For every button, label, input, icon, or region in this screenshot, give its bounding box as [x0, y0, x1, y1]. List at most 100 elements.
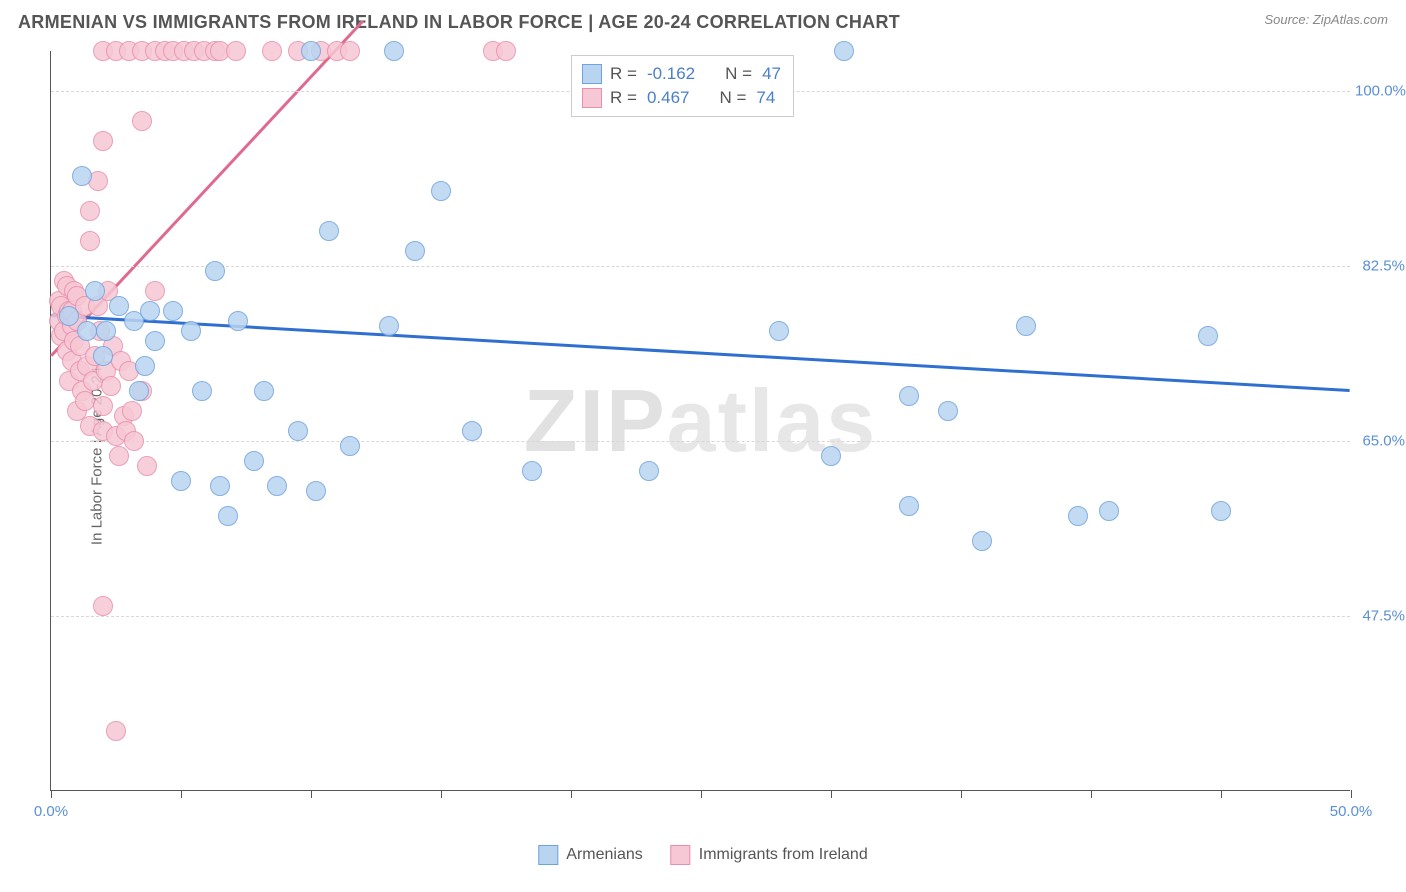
y-tick-label: 100.0% [1355, 83, 1405, 100]
scatter-point-ireland [101, 376, 121, 396]
scatter-point-ireland [80, 201, 100, 221]
swatch-ireland [582, 88, 602, 108]
x-tick [181, 790, 182, 798]
n-label: N = [725, 64, 752, 84]
scatter-point-ireland [262, 41, 282, 61]
source-attribution: Source: ZipAtlas.com [1264, 12, 1388, 27]
scatter-point-armenians [96, 321, 116, 341]
scatter-point-armenians [267, 476, 287, 496]
scatter-point-armenians [228, 311, 248, 331]
scatter-point-armenians [340, 436, 360, 456]
chart-title: ARMENIAN VS IMMIGRANTS FROM IRELAND IN L… [18, 12, 900, 33]
scatter-point-armenians [205, 261, 225, 281]
scatter-point-armenians [210, 476, 230, 496]
scatter-point-ireland [132, 111, 152, 131]
scatter-point-armenians [77, 321, 97, 341]
scatter-point-armenians [171, 471, 191, 491]
x-tick [441, 790, 442, 798]
legend: Armenians Immigrants from Ireland [538, 845, 867, 865]
scatter-point-ireland [93, 131, 113, 151]
n-value-ireland: 74 [756, 88, 775, 108]
scatter-point-armenians [899, 496, 919, 516]
n-value-armenians: 47 [762, 64, 781, 84]
swatch-armenians [582, 64, 602, 84]
legend-swatch-armenians [538, 845, 558, 865]
scatter-point-ireland [75, 391, 95, 411]
scatter-point-ireland [145, 281, 165, 301]
scatter-point-armenians [1211, 501, 1231, 521]
legend-label-ireland: Immigrants from Ireland [699, 846, 868, 864]
scatter-point-armenians [1099, 501, 1119, 521]
scatter-point-ireland [106, 721, 126, 741]
r-label: R = [610, 64, 637, 84]
scatter-point-armenians [140, 301, 160, 321]
scatter-point-armenians [899, 386, 919, 406]
stats-row-armenians: R = -0.162 N = 47 [582, 62, 781, 86]
watermark-part1: ZIP [524, 371, 667, 470]
scatter-point-armenians [1016, 316, 1036, 336]
scatter-point-armenians [163, 301, 183, 321]
scatter-point-armenians [145, 331, 165, 351]
legend-item-ireland: Immigrants from Ireland [671, 845, 868, 865]
x-tick [1091, 790, 1092, 798]
x-tick [701, 790, 702, 798]
y-tick-label: 65.0% [1355, 433, 1405, 450]
scatter-point-armenians [181, 321, 201, 341]
gridline-h [51, 441, 1350, 442]
r-value-armenians: -0.162 [647, 64, 695, 84]
scatter-point-ireland [93, 396, 113, 416]
scatter-point-armenians [135, 356, 155, 376]
scatter-point-armenians [1068, 506, 1088, 526]
gridline-h [51, 266, 1350, 267]
scatter-point-armenians [93, 346, 113, 366]
source-prefix: Source: [1264, 12, 1312, 27]
scatter-point-armenians [319, 221, 339, 241]
scatter-point-armenians [218, 506, 238, 526]
scatter-point-ireland [496, 41, 516, 61]
trend-lines [51, 51, 1350, 790]
scatter-point-ireland [137, 456, 157, 476]
scatter-point-armenians [1198, 326, 1218, 346]
scatter-point-armenians [129, 381, 149, 401]
x-tick [961, 790, 962, 798]
stats-legend-box: R = -0.162 N = 47 R = 0.467 N = 74 [571, 55, 794, 117]
scatter-point-armenians [405, 241, 425, 261]
scatter-point-armenians [522, 461, 542, 481]
scatter-point-armenians [462, 421, 482, 441]
y-tick-label: 47.5% [1355, 608, 1405, 625]
gridline-h [51, 616, 1350, 617]
scatter-point-armenians [192, 381, 212, 401]
watermark-part2: atlas [667, 371, 878, 470]
x-tick-label: 0.0% [34, 803, 68, 820]
scatter-point-armenians [639, 461, 659, 481]
source-text: ZipAtlas.com [1313, 12, 1388, 27]
scatter-point-ireland [124, 431, 144, 451]
chart-container: In Labor Force | Age 20-24 ZIPatlas 47.5… [0, 41, 1406, 871]
scatter-point-ireland [340, 41, 360, 61]
scatter-point-armenians [244, 451, 264, 471]
n-label: N = [719, 88, 746, 108]
scatter-point-armenians [85, 281, 105, 301]
scatter-point-armenians [254, 381, 274, 401]
scatter-point-ireland [122, 401, 142, 421]
x-tick [831, 790, 832, 798]
scatter-point-armenians [379, 316, 399, 336]
scatter-point-ireland [93, 596, 113, 616]
legend-item-armenians: Armenians [538, 845, 642, 865]
scatter-point-armenians [72, 166, 92, 186]
scatter-point-armenians [431, 181, 451, 201]
r-label: R = [610, 88, 637, 108]
scatter-point-ireland [226, 41, 246, 61]
x-tick [1351, 790, 1352, 798]
scatter-point-armenians [972, 531, 992, 551]
scatter-point-armenians [938, 401, 958, 421]
stats-row-ireland: R = 0.467 N = 74 [582, 86, 781, 110]
plot-area: ZIPatlas 47.5%65.0%82.5%100.0%0.0%50.0% … [50, 51, 1350, 791]
scatter-point-armenians [301, 41, 321, 61]
scatter-point-ireland [109, 446, 129, 466]
scatter-point-armenians [821, 446, 841, 466]
scatter-point-armenians [288, 421, 308, 441]
x-tick [51, 790, 52, 798]
scatter-point-armenians [834, 41, 854, 61]
legend-label-armenians: Armenians [566, 846, 642, 864]
